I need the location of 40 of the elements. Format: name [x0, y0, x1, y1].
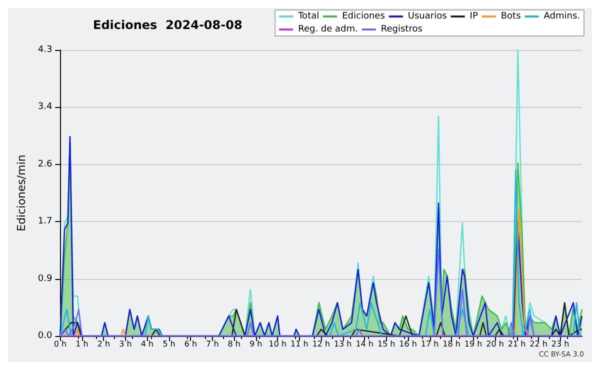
- x-tick-label: 20 h: [486, 340, 504, 348]
- legend-label: Ediciones: [342, 12, 386, 22]
- x-tick-label: 15 h: [377, 340, 396, 348]
- legend-label: Usuarios: [408, 12, 448, 22]
- legend-label: IP: [470, 12, 478, 22]
- y-tick-label: 4.3: [38, 45, 52, 55]
- x-tick-label: 9 h: [250, 340, 262, 348]
- x-tick-label: 3 h: [119, 340, 132, 348]
- legend-label: Reg. de adm.: [298, 24, 358, 34]
- x-tick-label: 6 h: [184, 340, 198, 348]
- x-tick-label: 19 h: [464, 340, 482, 348]
- x-tick-label: 5 h: [162, 340, 176, 348]
- y-tick-label: 0.9: [38, 274, 52, 284]
- x-tick-label: 10 h: [268, 340, 287, 348]
- y-tick-label: 1.7: [38, 216, 52, 227]
- x-tick-label: 7 h: [206, 340, 219, 348]
- y-tick-label: 0.0: [38, 331, 52, 341]
- legend-label: Total: [297, 12, 320, 22]
- x-tick-label: 2 h: [97, 340, 110, 348]
- x-tick-label: 0 h: [54, 340, 67, 348]
- x-tick-label: 21 h: [508, 340, 526, 348]
- x-tick-label: 14 h: [356, 340, 374, 348]
- x-tick-label: 23 h: [551, 340, 570, 348]
- chart-title: Ediciones 2024-08-08: [93, 18, 242, 32]
- x-tick-label: 17 h: [420, 340, 439, 348]
- y-axis-title: Ediciones/min: [15, 154, 28, 232]
- x-tick-label: 18 h: [442, 340, 460, 348]
- x-tick-label: 22 h: [530, 340, 548, 348]
- x-tick-label: 8 h: [228, 340, 240, 348]
- x-tick-label: 13 h: [334, 340, 352, 348]
- x-tick-label: 4 h: [140, 340, 154, 348]
- legend-label: Bots: [500, 12, 522, 22]
- legend-label: Registros: [380, 24, 423, 34]
- x-tick-label: 12 h: [312, 340, 330, 348]
- legend-label: Admins.: [544, 12, 580, 22]
- y-tick-label: 3.4: [38, 102, 52, 112]
- x-tick-label: 1 h: [76, 340, 88, 348]
- y-tick-label: 2.6: [38, 159, 52, 170]
- x-tick-label: 16 h: [399, 340, 417, 348]
- x-tick-label: 11 h: [290, 340, 308, 348]
